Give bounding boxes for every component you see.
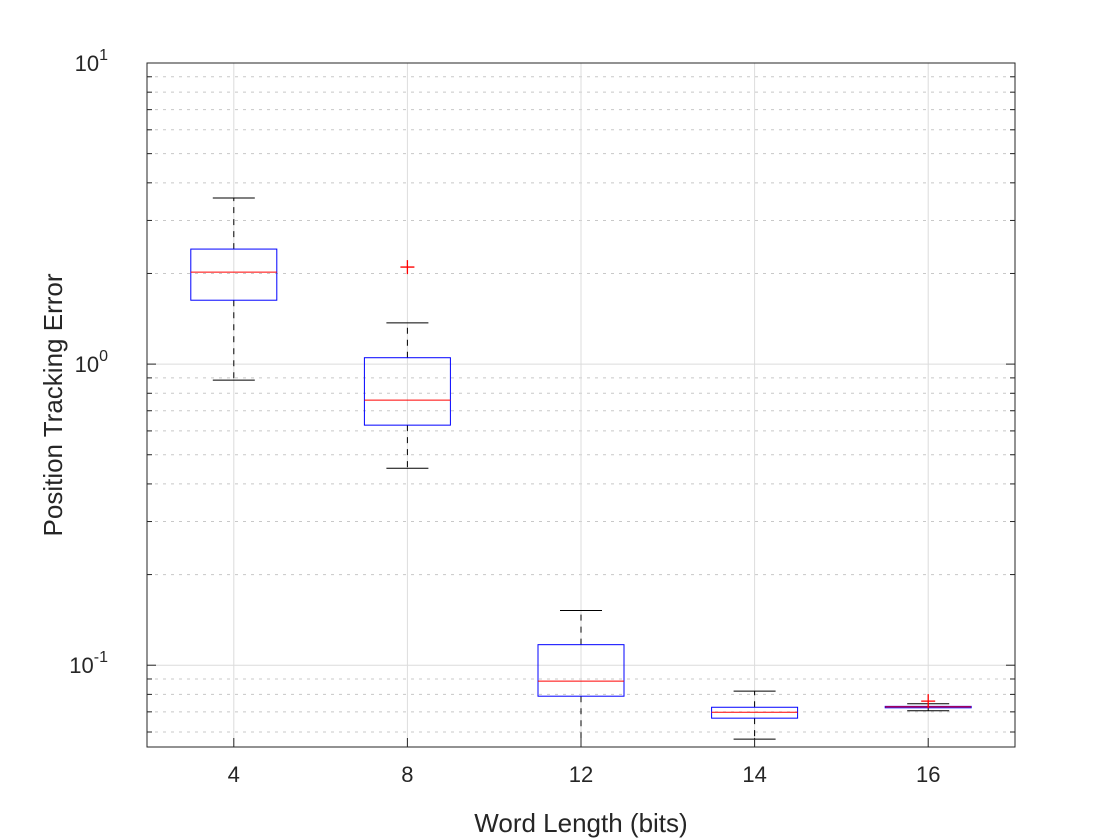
x-axis-label: Word Length (bits)	[474, 808, 687, 838]
boxes	[190, 197, 972, 748]
box-14	[711, 690, 799, 740]
box-iqr	[190, 248, 278, 301]
box-4	[190, 197, 278, 381]
box-iqr	[537, 644, 625, 697]
y-tick-label: 100	[75, 348, 108, 377]
y-axis-label: Position Tracking Error	[38, 273, 68, 536]
ticks: 4 8 12 14 16 10-1 100 101	[69, 47, 1015, 787]
outlier-marker	[921, 694, 936, 709]
box-8	[363, 260, 451, 469]
y-tick-label: 101	[75, 47, 108, 76]
outlier-marker	[400, 260, 415, 275]
grid	[147, 62, 1015, 747]
y-tick-label: 10-1	[69, 649, 108, 678]
box-iqr	[363, 357, 451, 426]
x-tick-label: 14	[742, 762, 766, 787]
x-tick-label: 4	[228, 762, 240, 787]
x-tick-label: 8	[401, 762, 413, 787]
x-tick-label: 12	[569, 762, 593, 787]
x-tick-label: 16	[916, 762, 940, 787]
box-16	[884, 694, 972, 712]
